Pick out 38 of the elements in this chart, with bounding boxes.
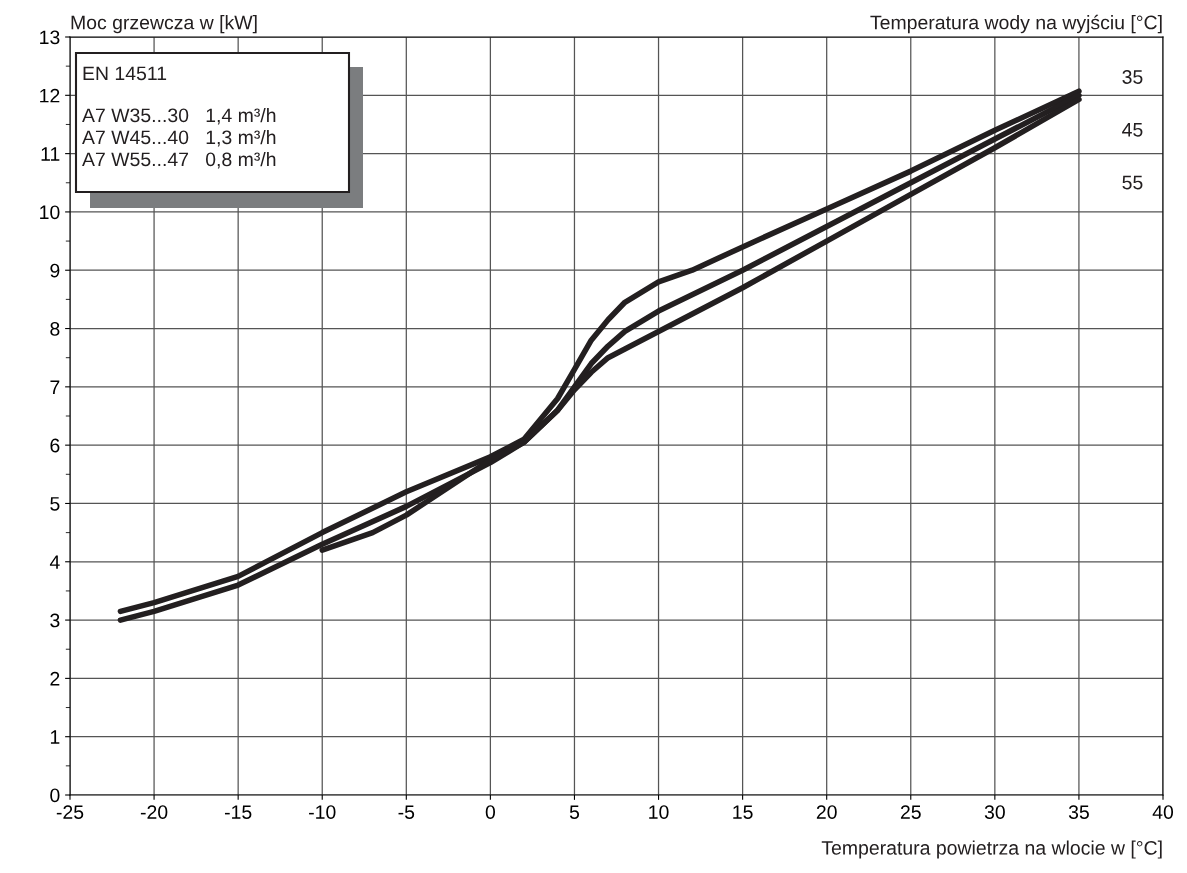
annotation: A7 W35...30 1,4 m³/h: [82, 107, 276, 125]
x-tick-label: 5: [569, 805, 580, 819]
x-tick-label: -20: [140, 805, 168, 819]
legend-title: Temperatura wody na wyjściu [°C]: [870, 14, 1162, 34]
x-tick-label: 30: [984, 805, 1005, 819]
x-tick-label: -15: [224, 805, 252, 819]
y-tick-label: 1: [50, 730, 60, 744]
x-tick-label: -10: [309, 805, 336, 819]
text: 45: [1122, 123, 1143, 137]
annotation: A7 W55...47 0,8 m³/h: [82, 151, 276, 169]
y-tick-label: 11: [41, 147, 60, 161]
x-tick-label: 10: [649, 805, 669, 819]
x-tick-label: 20: [816, 805, 837, 819]
y-tick-label: 0: [50, 788, 60, 803]
text: 55: [1122, 175, 1143, 190]
y-tick-label: 2: [50, 671, 60, 686]
y-tick-label: 7: [50, 380, 60, 394]
x-axis-title: Temperatura powietrza na wlocie w [°C]: [821, 840, 1162, 859]
y-tick-label: 5: [50, 497, 60, 511]
y-tick-label: 10: [40, 205, 60, 220]
y-tick-label: 8: [50, 322, 60, 336]
x-tick-label: 0: [485, 805, 496, 819]
x-tick-label: -25: [56, 805, 84, 819]
y-tick-label: 9: [50, 263, 60, 278]
x-tick-label: 40: [1152, 805, 1174, 819]
y-tick-label: 12: [40, 88, 60, 103]
annotation: A7 W45...40 1,3 m³/h: [82, 129, 276, 147]
y-tick-label: 13: [40, 30, 60, 45]
y-tick-label: 4: [49, 555, 60, 569]
y-tick-label: 6: [50, 438, 60, 453]
x-tick-label: 35: [1068, 805, 1089, 819]
x-tick-label: 25: [900, 805, 921, 819]
y-tick-label: 3: [50, 613, 60, 628]
annotation: EN 14511: [83, 66, 167, 81]
x-tick-label: 15: [733, 805, 753, 819]
y-axis-title: Moc grzewcza w [kW]: [71, 15, 257, 34]
x-tick-label: -5: [398, 805, 415, 819]
text: 35: [1122, 70, 1143, 84]
